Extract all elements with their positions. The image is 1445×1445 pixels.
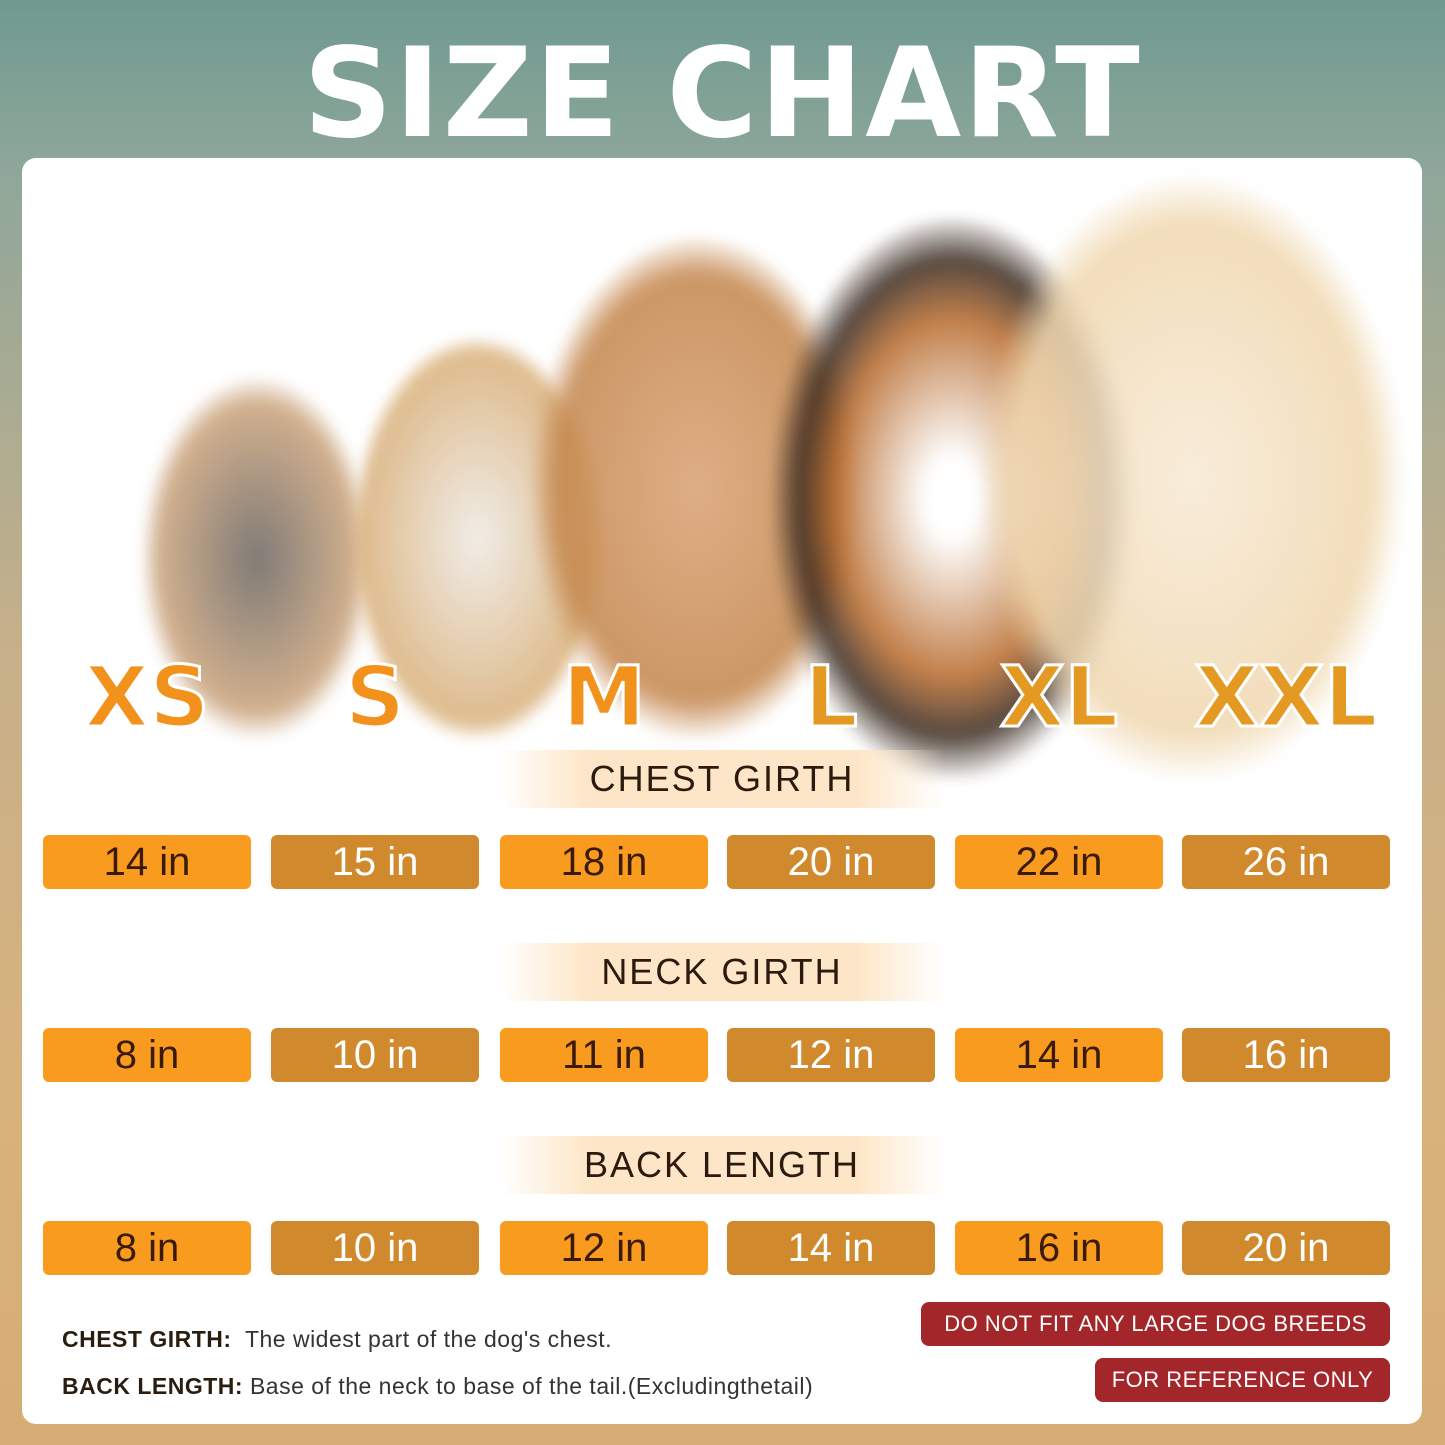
warning-badge-large-breeds: DO NOT FIT ANY LARGE DOG BREEDS (921, 1302, 1390, 1346)
size-label-m: M (561, 647, 648, 748)
size-value-xxl: 16 in (1182, 1028, 1390, 1082)
dogs-photo (82, 178, 1402, 798)
page-title: SIZE CHART (303, 22, 1142, 166)
yorkie-image (142, 378, 372, 738)
note-term: BACK LENGTH: (62, 1373, 244, 1399)
size-value-l: 12 in (727, 1028, 935, 1082)
size-value-xxl: 20 in (1182, 1221, 1390, 1275)
size-value-s: 10 in (271, 1028, 479, 1082)
size-value-l: 20 in (727, 835, 935, 889)
size-value-xl: 16 in (955, 1221, 1163, 1275)
note-chest-girth: CHEST GIRTH: The widest part of the dog'… (62, 1326, 612, 1353)
note-term: CHEST GIRTH: (62, 1326, 232, 1352)
size-chart-card: XS S M L XL XXL CHEST GIRTH 14 in 15 in 18 … (22, 158, 1422, 1424)
section-header: BACK LENGTH (500, 1136, 944, 1194)
note-text: Base of the neck to base of the tail.(Ex… (249, 1373, 814, 1399)
size-value-xs: 8 in (43, 1028, 251, 1082)
size-value-m: 18 in (500, 835, 708, 889)
labrador-image (982, 178, 1402, 778)
size-value-xs: 8 in (43, 1221, 251, 1275)
size-label-xs: XS (83, 647, 211, 748)
note-text: The widest part of the dog's chest. (244, 1326, 613, 1352)
size-value-s: 15 in (271, 835, 479, 889)
size-value-xs: 14 in (43, 835, 251, 889)
size-label-xxl: XXL (1193, 647, 1379, 748)
size-label-l: L (803, 647, 860, 748)
section-header: NECK GIRTH (500, 943, 944, 1001)
size-value-xl: 14 in (955, 1028, 1163, 1082)
size-label-xl: XL (998, 647, 1119, 748)
section-header: CHEST GIRTH (500, 750, 944, 808)
warning-badge-reference: FOR REFERENCE ONLY (1095, 1358, 1390, 1402)
note-back-length: BACK LENGTH: Base of the neck to base of… (62, 1373, 813, 1400)
size-value-m: 12 in (500, 1221, 708, 1275)
size-value-s: 10 in (271, 1221, 479, 1275)
size-label-s: S (343, 647, 407, 748)
size-value-xl: 22 in (955, 835, 1163, 889)
size-value-m: 11 in (500, 1028, 708, 1082)
size-value-l: 14 in (727, 1221, 935, 1275)
size-value-xxl: 26 in (1182, 835, 1390, 889)
